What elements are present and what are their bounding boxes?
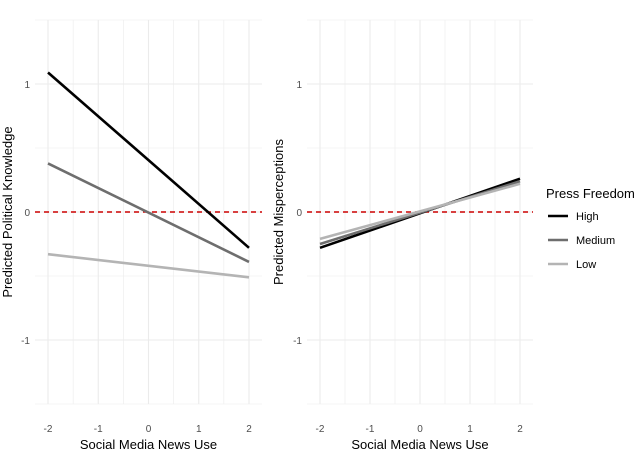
x-axis-title: Social Media News Use xyxy=(351,437,488,452)
x-tick-label: 0 xyxy=(146,424,152,435)
legend-item-low: Low xyxy=(548,259,596,271)
x-tick-label: -2 xyxy=(44,424,53,435)
x-tick-label: 1 xyxy=(467,424,473,435)
y-tick-label: -1 xyxy=(293,336,302,347)
series-line-low xyxy=(319,182,521,241)
y-tick-label: 0 xyxy=(24,208,30,219)
series-line-high xyxy=(47,71,250,249)
x-tick-label: 1 xyxy=(196,424,202,435)
legend-item-high: High xyxy=(548,211,599,223)
legend-title: Press Freedom xyxy=(546,186,635,201)
x-tick-label: -2 xyxy=(316,424,325,435)
y-axis-title: Predicted Political Knowledge xyxy=(0,126,15,297)
x-tick-label: 0 xyxy=(417,424,423,435)
legend-label-low: Low xyxy=(576,259,596,271)
y-axis-title: Predicted Misperceptions xyxy=(271,139,286,285)
legend-label-medium: Medium xyxy=(576,235,615,247)
x-tick-label: -1 xyxy=(366,424,375,435)
x-tick-label: -1 xyxy=(94,424,103,435)
series-line-low xyxy=(47,252,250,279)
legend-item-medium: Medium xyxy=(548,235,615,247)
x-tick-label: 2 xyxy=(517,424,523,435)
right-panel-misperceptions: -2 -1 0 1 2 1 0 -1 Social Media News Use Predicte… xyxy=(271,19,533,452)
legend: Press Freedom High Medium Low xyxy=(546,186,635,271)
y-tick-label: 1 xyxy=(296,80,302,91)
y-tick-label: 1 xyxy=(24,80,30,91)
y-tick-label: 0 xyxy=(296,208,302,219)
legend-label-high: High xyxy=(576,211,599,223)
y-tick-label: -1 xyxy=(21,336,30,347)
series-line-medium xyxy=(47,162,250,264)
left-panel-political-knowledge: -2 -1 0 1 2 1 0 -1 Social Media News Use Predicte… xyxy=(0,19,262,452)
x-tick-label: 2 xyxy=(246,424,252,435)
x-axis-title: Social Media News Use xyxy=(80,437,217,452)
